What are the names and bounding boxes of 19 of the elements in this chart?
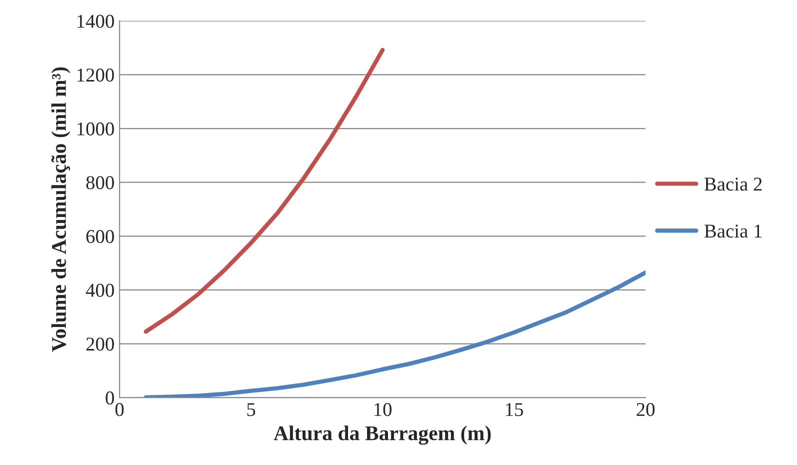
line-series [144, 270, 646, 398]
legend-label: Bacia 2 [704, 178, 762, 191]
x-axis-title: Altura da Barragem (m) [274, 426, 491, 445]
y-tick-label: 1000 [78, 122, 114, 136]
y-tick-label: 400 [86, 284, 114, 297]
x-tick-label: 0 [115, 403, 124, 416]
y-tick-label: 0 [106, 391, 114, 405]
y-tick-label: 800 [86, 176, 114, 190]
x-tick-label: 5 [247, 403, 256, 416]
line-series [144, 48, 385, 334]
y-tick-label: 1200 [78, 68, 114, 82]
legend-label: Bacia 1 [704, 224, 762, 238]
x-tick-label: 10 [374, 403, 392, 416]
y-axis-title: Volume de Acumulação (mil m³) [51, 67, 70, 352]
x-tick-label: 15 [506, 403, 524, 416]
y-tick-label: 1400 [78, 14, 114, 28]
x-tick-label: 20 [636, 403, 655, 416]
y-tick-label: 200 [86, 338, 114, 351]
y-tick-label: 600 [86, 230, 114, 244]
